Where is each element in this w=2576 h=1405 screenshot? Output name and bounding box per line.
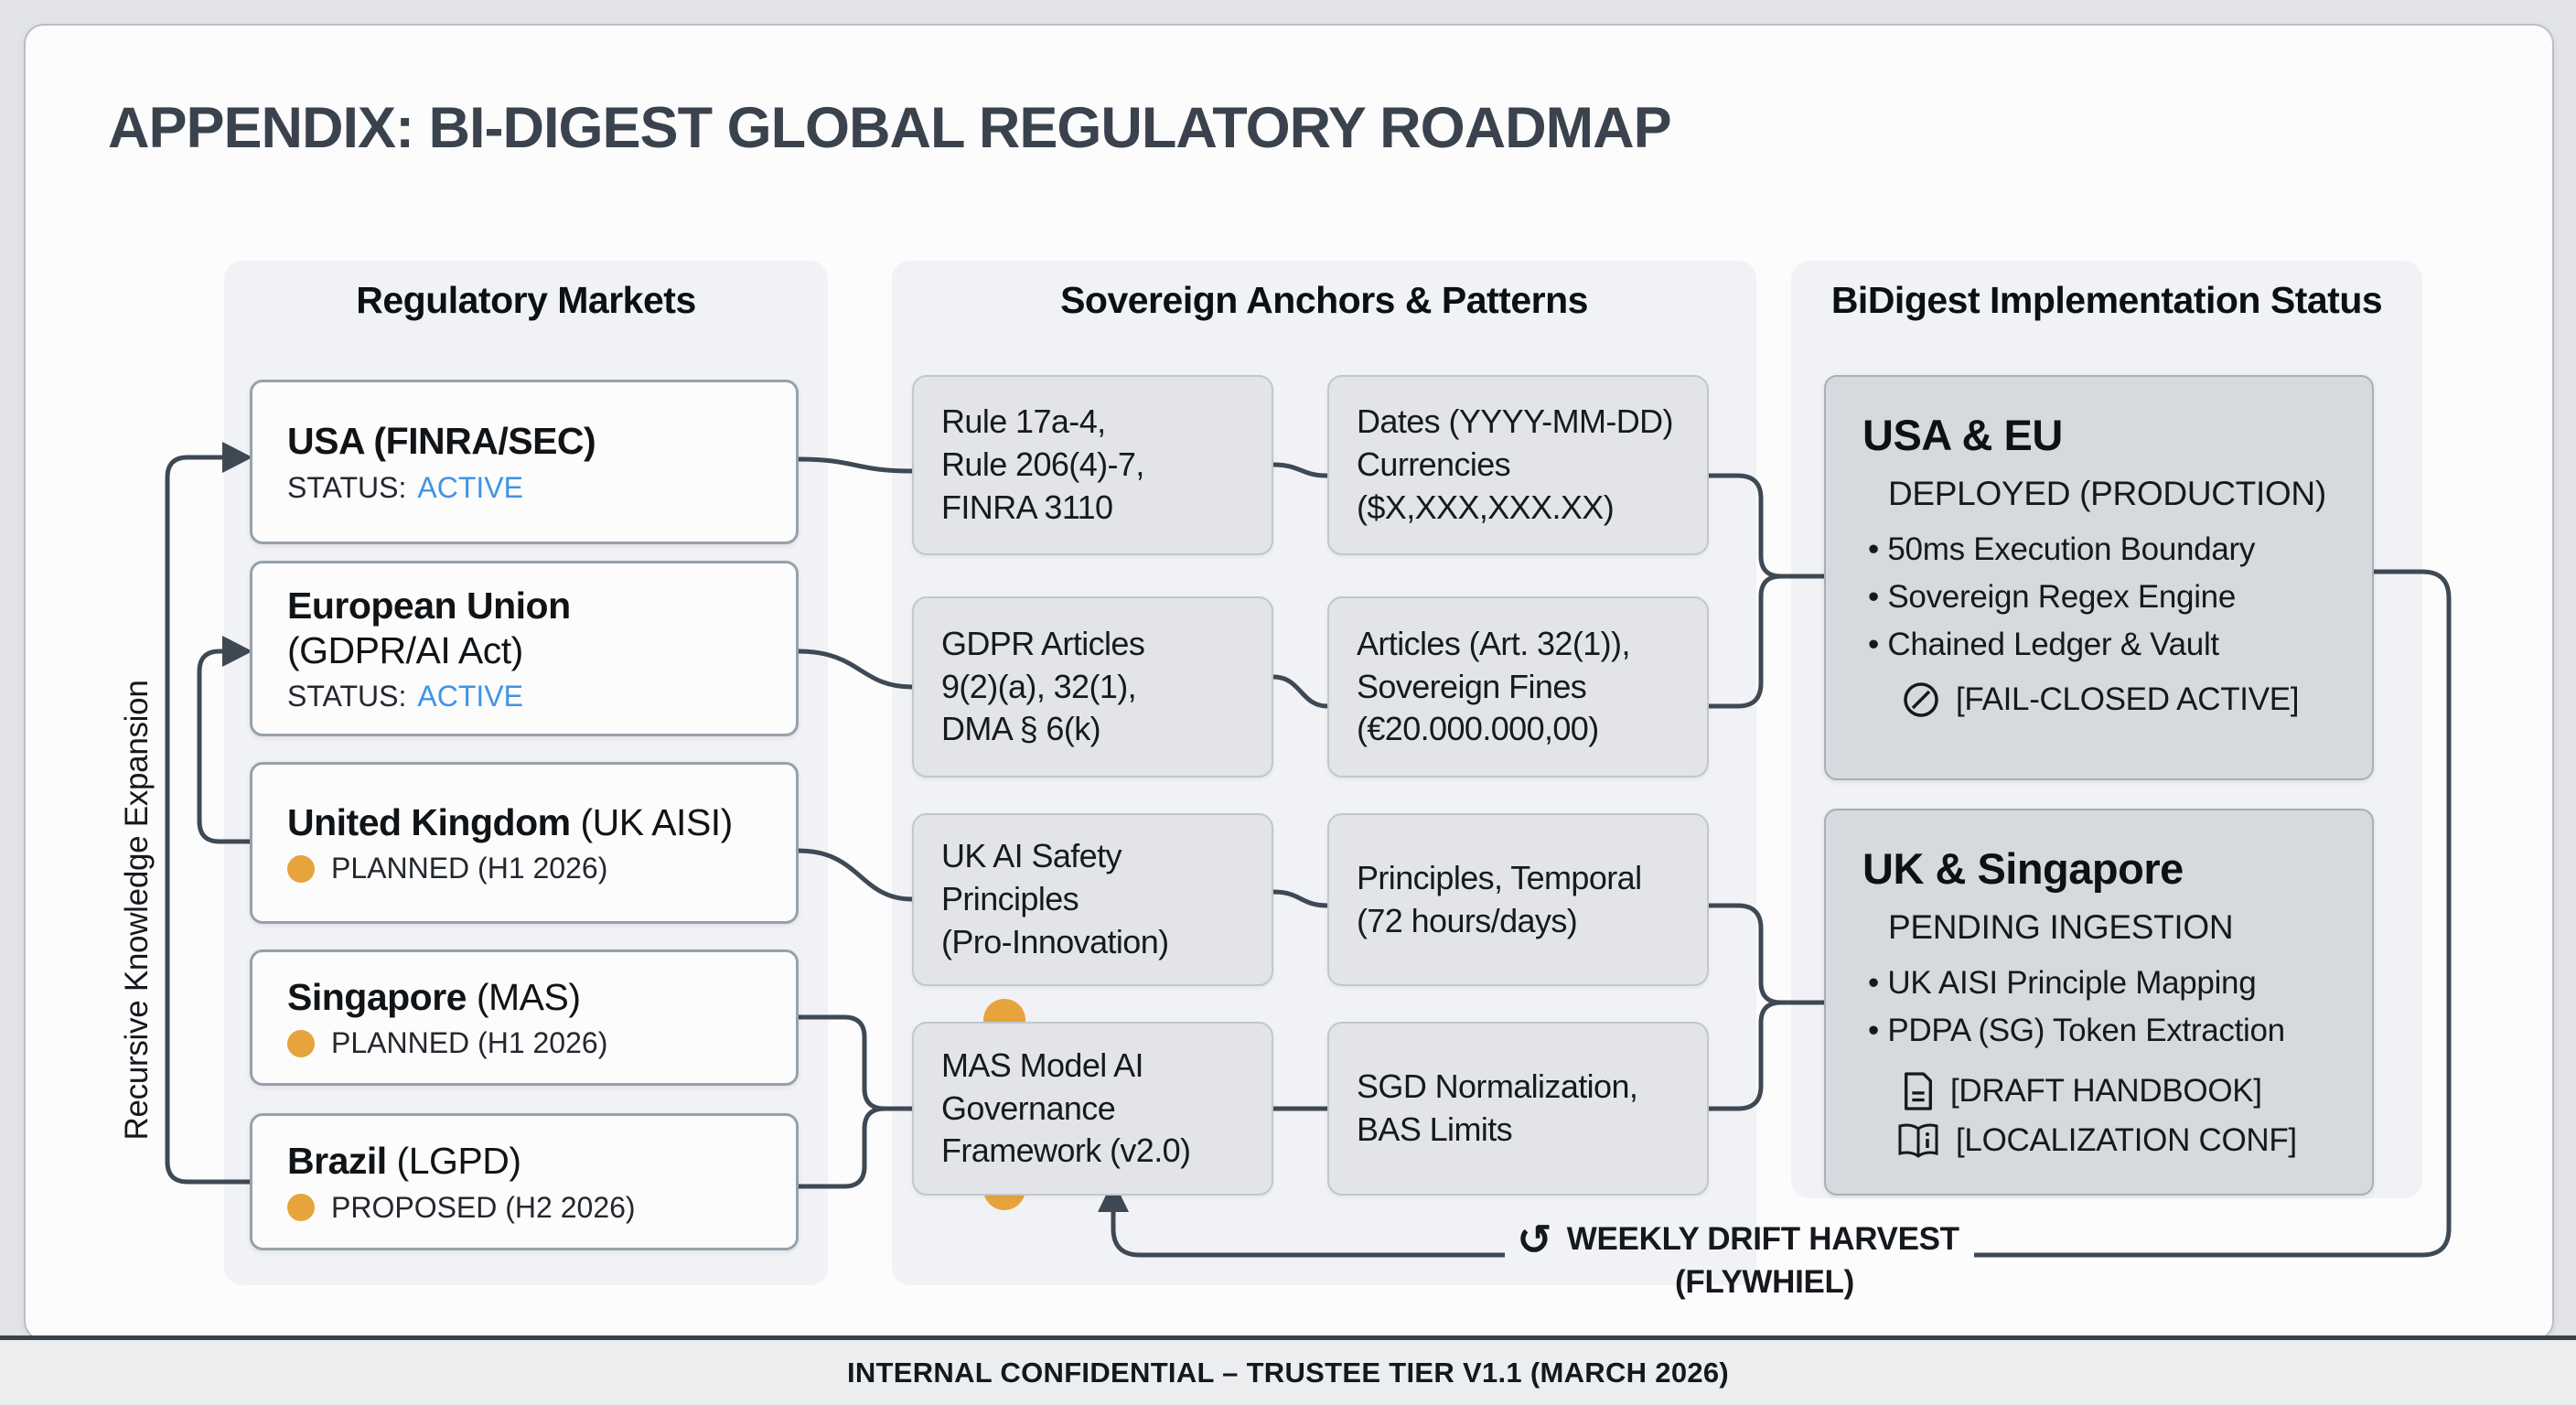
flywheel-line1: WEEKLY DRIFT HARVEST [1566, 1221, 1959, 1257]
flywheel-line2: (FLYWHIEL) [1675, 1264, 1854, 1300]
status-text: PLANNED (H1 2026) [331, 852, 608, 885]
market-uk: United Kingdom (UK AISI) PLANNED (H1 202… [250, 762, 1025, 924]
anchors-header: Sovereign Anchors & Patterns [1060, 279, 1588, 321]
market-brazil-name: Brazil [287, 1140, 387, 1183]
market-usa-name: USA (FINRA/SEC) [287, 420, 596, 463]
footer-bar: INTERNAL CONFIDENTIAL – TRUSTEE TIER V1.… [0, 1335, 2576, 1405]
anchor-mas-framework: MAS Model AI Governance Framework (v2.0) [912, 1022, 1273, 1196]
status-card-title: USA & EU [1862, 411, 2063, 459]
market-singapore: Singapore (MAS) PLANNED (H1 2026) [250, 949, 1025, 1086]
status-label: STATUS: [287, 679, 407, 713]
status-value: ACTIVE [417, 679, 523, 713]
footer-text: INTERNAL CONFIDENTIAL – TRUSTEE TIER V1.… [846, 1356, 1730, 1389]
market-eu-name: European Union [287, 585, 571, 627]
status-bullet: UK AISI Principle Mapping [1868, 965, 2335, 1002]
status-bullet: Sovereign Regex Engine [1868, 579, 2335, 616]
document-icon [1905, 1072, 1932, 1110]
pattern-articles-fines: Articles (Art. 32(1)), Sovereign Fines (… [1327, 596, 1709, 778]
status-card-title: UK & Singapore [1862, 844, 2184, 893]
book-icon [1898, 1123, 1938, 1158]
status-card-subtitle: PENDING INGESTION [1888, 908, 2234, 946]
markets-header: Regulatory Markets [356, 279, 696, 321]
market-uk-name: United Kingdom [287, 800, 571, 843]
anchor-usa-rules: Rule 17a-4, Rule 206(4)-7, FINRA 3110 [912, 375, 1273, 555]
market-eu-name-line2: (GDPR/AI Act) [287, 628, 523, 671]
fail-closed-icon [1904, 682, 1938, 717]
localization-conf-tag: [LOCALIZATION CONF] [1956, 1122, 2297, 1158]
pattern-sgd-bas: SGD Normalization, BAS Limits [1327, 1022, 1709, 1196]
planned-dot-icon [287, 854, 315, 883]
market-singapore-name: Singapore [287, 975, 467, 1018]
fail-closed-tag: [FAIL-CLOSED ACTIVE] [1956, 681, 2300, 717]
market-usa: USA (FINRA/SEC) STATUS: ACTIVE [250, 380, 1025, 544]
market-brazil: Brazil (LGPD) PROPOSED (H2 2026) [250, 1113, 1025, 1250]
status-label: STATUS: [287, 470, 407, 504]
anchor-eu-gdpr: GDPR Articles 9(2)(a), 32(1), DMA § 6(k) [912, 596, 1273, 778]
status-card-uk-singapore: UK & Singapore PENDING INGESTION UK AISI… [1824, 809, 2374, 1196]
planned-dot-icon [287, 1029, 315, 1057]
pattern-principles-temporal: Principles, Temporal (72 hours/days) [1327, 813, 1709, 986]
status-bullet: Chained Ledger & Vault [1868, 627, 2335, 663]
status-card-subtitle: DEPLOYED (PRODUCTION) [1888, 475, 2326, 512]
flywheel-icon: ↺ [1517, 1215, 1552, 1264]
recursive-expansion-label: Recursive Knowledge Expansion [119, 680, 155, 1141]
status-bullet: 50ms Execution Boundary [1868, 531, 2335, 568]
status-text: PROPOSED (H2 2026) [331, 1190, 636, 1224]
market-eu: European Union (GDPR/AI Act) STATUS: ACTI… [250, 561, 1025, 736]
status-card-usa-eu: USA & EU DEPLOYED (PRODUCTION) 50ms Exec… [1824, 375, 2374, 780]
page-title: APPENDIX: BI-DIGEST GLOBAL REGULATORY RO… [108, 96, 1672, 160]
draft-handbook-tag: [DRAFT HANDBOOK] [1950, 1073, 2262, 1109]
status-header: BiDigest Implementation Status [1830, 279, 2383, 321]
status-value: ACTIVE [417, 470, 523, 504]
proposed-dot-icon [287, 1194, 315, 1222]
anchor-uk-principles: UK AI Safety Principles (Pro-Innovation) [912, 813, 1273, 986]
weekly-drift-harvest-label: ↺ WEEKLY DRIFT HARVEST (FLYWHIEL) [1491, 1218, 1985, 1301]
status-bullet: PDPA (SG) Token Extraction [1868, 1013, 2335, 1049]
pattern-dates-currencies: Dates (YYYY-MM-DD) Currencies ($X,XXX,XX… [1327, 375, 1709, 555]
status-text: PLANNED (H1 2026) [331, 1026, 608, 1060]
